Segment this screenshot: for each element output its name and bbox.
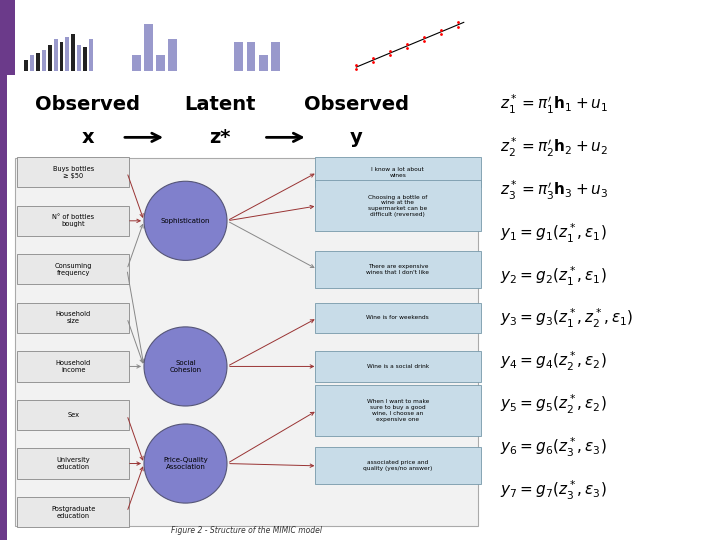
Text: z*: z*: [209, 128, 230, 147]
Text: Social
Cohesion: Social Cohesion: [169, 360, 202, 373]
Bar: [234, 42, 243, 71]
Text: Latent: Latent: [184, 95, 256, 114]
Text: Choosing a bottle of
wine at the
supermarket can be
difficult (reversed): Choosing a bottle of wine at the superma…: [368, 194, 428, 217]
Text: Price-Quality
Association: Price-Quality Association: [163, 457, 208, 470]
Text: $y_2 = g_2(z_1^*, \varepsilon_1)$: $y_2 = g_2(z_1^*, \varepsilon_1)$: [500, 265, 606, 288]
Text: There are expensive
wines that I don't like: There are expensive wines that I don't l…: [366, 264, 429, 275]
Text: $z_2^* = \pi_2^\prime \mathbf{h}_2 + u_2$: $z_2^* = \pi_2^\prime \mathbf{h}_2 + u_2…: [500, 136, 608, 159]
Text: $z_3^* = \pi_3^\prime \mathbf{h}_3 + u_3$: $z_3^* = \pi_3^\prime \mathbf{h}_3 + u_3…: [500, 179, 608, 202]
Text: Buys bottles
≥ $50: Buys bottles ≥ $50: [53, 166, 94, 179]
Bar: [0, 75, 7, 540]
Text: Observed: Observed: [35, 95, 140, 114]
Text: Postgraduate
education: Postgraduate education: [51, 505, 96, 518]
FancyBboxPatch shape: [17, 497, 130, 527]
FancyBboxPatch shape: [17, 303, 130, 333]
FancyBboxPatch shape: [17, 400, 130, 430]
FancyBboxPatch shape: [315, 157, 481, 187]
Text: Sophistication: Sophistication: [161, 218, 210, 224]
Bar: [71, 34, 75, 71]
Text: Observed: Observed: [304, 95, 409, 114]
Bar: [0, 0, 14, 75]
Bar: [258, 55, 268, 71]
Text: $y_6 = g_6(z_3^*, \varepsilon_3)$: $y_6 = g_6(z_3^*, \varepsilon_3)$: [500, 436, 606, 459]
Bar: [60, 42, 63, 71]
Bar: [156, 55, 165, 71]
Bar: [77, 45, 81, 71]
Circle shape: [144, 327, 227, 406]
Text: Household
size: Household size: [55, 312, 91, 325]
Bar: [66, 37, 69, 71]
Bar: [89, 39, 93, 71]
Text: associated price and
quality (yes/no answer): associated price and quality (yes/no ans…: [363, 461, 433, 471]
FancyBboxPatch shape: [315, 180, 481, 232]
FancyBboxPatch shape: [14, 158, 478, 526]
FancyBboxPatch shape: [315, 352, 481, 382]
Bar: [83, 48, 87, 71]
Text: Household
income: Household income: [55, 360, 91, 373]
Bar: [144, 24, 153, 71]
Text: y: y: [350, 128, 363, 147]
Bar: [48, 45, 52, 71]
Bar: [271, 42, 279, 71]
Bar: [54, 39, 58, 71]
FancyBboxPatch shape: [17, 448, 130, 478]
FancyBboxPatch shape: [315, 303, 481, 333]
Bar: [132, 55, 140, 71]
Text: $y_3 = g_3(z_1^*, z_2^*, \varepsilon_1)$: $y_3 = g_3(z_1^*, z_2^*, \varepsilon_1)$: [500, 307, 633, 330]
FancyBboxPatch shape: [17, 352, 130, 382]
Text: Figure 2 - Structure of the MIMIC model: Figure 2 - Structure of the MIMIC model: [171, 526, 322, 535]
Text: When I want to make
sure to buy a good
wine, I choose an
expensive one: When I want to make sure to buy a good w…: [366, 399, 429, 422]
FancyBboxPatch shape: [315, 447, 481, 484]
Text: $y_1 = g_1(z_1^*, \varepsilon_1)$: $y_1 = g_1(z_1^*, \varepsilon_1)$: [500, 221, 606, 245]
Text: Wine is a social drink: Wine is a social drink: [366, 364, 429, 369]
Bar: [168, 39, 177, 71]
Text: Discrete Choice Modeling: Discrete Choice Modeling: [495, 11, 713, 26]
Bar: [24, 60, 28, 71]
Bar: [42, 50, 46, 71]
Text: $y_4 = g_4(z_2^*, \varepsilon_2)$: $y_4 = g_4(z_2^*, \varepsilon_2)$: [500, 350, 606, 373]
Text: [Part  13]   16/30: [Part 13] 16/30: [544, 57, 664, 70]
Text: Sex: Sex: [67, 412, 79, 418]
Text: $y_7 = g_7(z_3^*, \varepsilon_3)$: $y_7 = g_7(z_3^*, \varepsilon_3)$: [500, 478, 606, 502]
Text: I know a lot about
wines: I know a lot about wines: [372, 167, 424, 178]
Bar: [246, 42, 256, 71]
FancyBboxPatch shape: [17, 157, 130, 187]
Text: Hybrid Choice Models: Hybrid Choice Models: [536, 35, 672, 48]
Text: N° of bottles
bought: N° of bottles bought: [52, 214, 94, 227]
Text: $y_5 = g_5(z_2^*, \varepsilon_2)$: $y_5 = g_5(z_2^*, \varepsilon_2)$: [500, 393, 606, 416]
FancyBboxPatch shape: [315, 251, 481, 288]
Text: $z_1^* = \pi_1^\prime \mathbf{h}_1 + u_1$: $z_1^* = \pi_1^\prime \mathbf{h}_1 + u_1…: [500, 93, 608, 116]
Circle shape: [144, 181, 227, 260]
Bar: [36, 52, 40, 71]
Text: Wine is for weekends: Wine is for weekends: [366, 315, 429, 320]
FancyBboxPatch shape: [315, 384, 481, 436]
Circle shape: [144, 424, 227, 503]
Bar: [30, 55, 34, 71]
FancyBboxPatch shape: [17, 254, 130, 285]
FancyBboxPatch shape: [17, 206, 130, 236]
Text: University
education: University education: [56, 457, 90, 470]
Text: Consuming
frequency: Consuming frequency: [55, 263, 92, 276]
Text: x: x: [81, 128, 94, 147]
